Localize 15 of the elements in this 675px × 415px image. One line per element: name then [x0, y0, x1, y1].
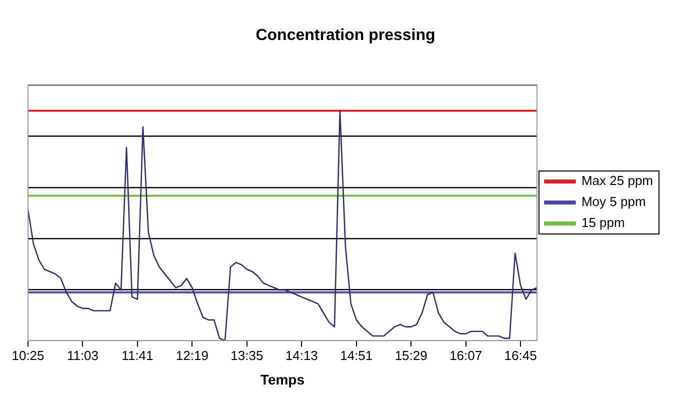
x-tick-label: 12:19	[176, 348, 208, 363]
x-tick-label: 13:35	[230, 348, 264, 363]
legend-label: 15 ppm	[581, 215, 625, 230]
x-axis-title: Temps	[260, 371, 305, 388]
legend-label: Max 25 ppm	[581, 173, 654, 188]
x-tick-label: 10:25	[12, 348, 44, 363]
x-tick-label: 11:41	[122, 348, 154, 363]
x-tick-label: 16:07	[450, 348, 482, 363]
x-tick-label: 14:51	[340, 348, 373, 363]
chart-title: Concentration pressing	[256, 27, 436, 44]
x-tick-label: 11:03	[66, 348, 99, 363]
x-tick-label: 15:29	[394, 348, 428, 363]
x-tick-label: 16:45	[504, 348, 537, 363]
legend-label: Moy 5 ppm	[581, 194, 646, 210]
x-tick-label: 14:13	[285, 348, 318, 363]
